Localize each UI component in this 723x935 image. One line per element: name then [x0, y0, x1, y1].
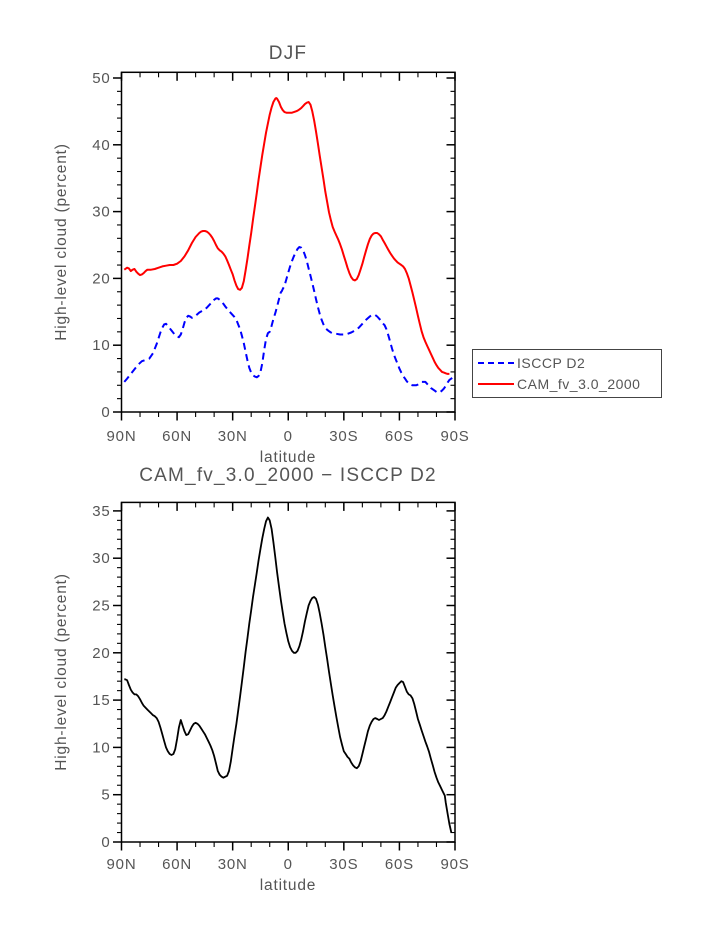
legend-item-isccp-d2: ISCCP D2 [477, 353, 661, 374]
plot-frame [120, 71, 456, 413]
y-tick-label: 25 [92, 598, 110, 615]
x-tick-label: 60S [385, 856, 414, 873]
x-tick-label: 90S [440, 428, 469, 445]
x-tick-label: 30N [218, 428, 248, 445]
y-axis-label: High-level cloud (percent) [53, 573, 70, 770]
solid-line-sample-icon [478, 383, 514, 385]
y-tick-label: 0 [101, 834, 110, 851]
legend: ISCCP D2 CAM_fv_3.0_2000 [472, 349, 662, 398]
dashed-line-sample-icon [478, 362, 514, 364]
y-tick-label: 35 [92, 503, 110, 520]
x-tick-label: 60N [162, 428, 192, 445]
y-tick-label: 20 [92, 645, 110, 662]
x-tick-label: 30S [329, 428, 358, 445]
y-tick-label: 10 [92, 337, 110, 354]
series-cam-fv-3-0-2000-isccp-d2 [124, 516, 453, 833]
plot-frame [120, 501, 456, 843]
y-tick-label: 10 [92, 739, 110, 756]
y-axis-label: High-level cloud (percent) [53, 143, 70, 340]
x-tick-label: 0 [284, 856, 293, 873]
x-tick-label: 0 [284, 428, 293, 445]
y-tick-label: 0 [101, 404, 110, 421]
y-tick-label: 30 [92, 204, 110, 221]
y-tick-label: 20 [92, 270, 110, 287]
x-tick-label: 60S [385, 428, 414, 445]
x-axis-label: latitude [260, 877, 316, 894]
chart-title: DJF [269, 43, 307, 64]
x-axis-label: latitude [260, 449, 316, 466]
x-tick-label: 30S [329, 856, 358, 873]
x-tick-label: 90N [107, 856, 137, 873]
y-tick-label: 5 [101, 787, 110, 804]
series-isccp-d2 [123, 246, 453, 394]
legend-label: CAM_fv_3.0_2000 [517, 376, 641, 392]
legend-label: ISCCP D2 [517, 355, 586, 371]
chart-title: CAM_fv_3.0_2000 − ISCCP D2 [139, 465, 437, 486]
x-tick-label: 90S [440, 856, 469, 873]
y-tick-label: 15 [92, 692, 110, 709]
x-tick-label: 90N [107, 428, 137, 445]
y-tick-label: 40 [92, 137, 110, 154]
y-tick-label: 50 [92, 70, 110, 87]
x-tick-label: 60N [162, 856, 192, 873]
x-tick-label: 30N [218, 856, 248, 873]
series-cam-fv-3-0-2000 [123, 97, 450, 375]
legend-item-cam-fv-3-0-2000: CAM_fv_3.0_2000 [477, 374, 661, 395]
y-tick-label: 30 [92, 550, 110, 567]
